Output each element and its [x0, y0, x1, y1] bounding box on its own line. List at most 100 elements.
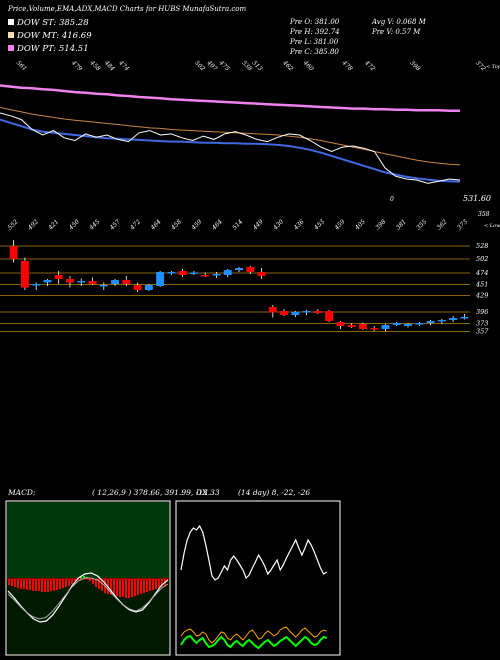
ema-line-price	[0, 112, 461, 184]
candle-body-13	[156, 272, 165, 286]
macd-hist-bar-13	[47, 579, 49, 592]
legend-dow-mt: DOW MT: 416.69	[8, 31, 92, 41]
candle-body-8	[99, 285, 108, 287]
macd-bg-upper	[7, 502, 169, 578]
candle-body-3	[43, 280, 52, 283]
macd-hist-bar-18	[62, 579, 64, 588]
prev-open: Pre O: 381.00	[290, 18, 340, 26]
ema-line-dow-pt	[0, 84, 460, 113]
macd-hist-bar-0	[8, 579, 10, 585]
candle-top-label-2: 421	[47, 218, 61, 232]
legend-dow-pt-label: DOW PT: 514.51	[17, 44, 89, 54]
candle-body-22	[257, 272, 266, 276]
candle-body-24	[280, 311, 289, 315]
swatch-dow-pt	[8, 45, 14, 51]
candle-top-label-6: 472	[128, 218, 142, 232]
dx-line	[180, 524, 328, 581]
macd-hist-bar-46	[146, 579, 148, 592]
candle-body-28	[325, 311, 334, 321]
level-label-7: 357	[476, 328, 489, 336]
tops-label: < Tops	[486, 64, 500, 70]
dx-params: (14 day) 8, -22, -26	[238, 488, 311, 497]
top-tick-label-11: 460	[301, 59, 315, 73]
macd-hist-bar-45	[143, 579, 145, 593]
macd-hist-bar-44	[140, 579, 142, 594]
macd-hist-bar-29	[95, 579, 97, 587]
avg-volume: Avg V: 0.068 M	[372, 18, 426, 26]
candle-body-20	[235, 268, 243, 270]
macd-hist-bar-50	[158, 579, 160, 588]
candle-body-36	[415, 323, 424, 325]
top-tick-label-9: 513	[251, 59, 264, 72]
candle-body-12	[144, 285, 153, 290]
candle-body-32	[370, 328, 379, 330]
candle-body-27	[313, 311, 322, 313]
legend-dow-st-label: DOW ST: 385.28	[17, 18, 89, 28]
candle-top-label-4: 445	[87, 218, 101, 232]
candle-body-40	[460, 317, 469, 319]
macd-hist-bar-9	[35, 579, 37, 591]
top-tick-label-14: 398	[408, 59, 421, 72]
swatch-dow-mt	[8, 32, 14, 38]
swatch-dow-st	[8, 19, 14, 25]
macd-hist-bar-5	[23, 579, 25, 589]
legend-dow-st: DOW ST: 385.28	[8, 18, 89, 28]
page-title: Price,Volume,EMA,ADX,MACD Charts for HUB…	[8, 5, 247, 13]
macd-hist-bar-16	[56, 579, 58, 590]
candle-top-label-21: 362	[436, 218, 449, 231]
candle-top-label-16: 459	[333, 218, 347, 232]
level-label-4: 429	[475, 292, 488, 300]
legend-dow-mt-label: DOW MT: 416.69	[17, 31, 92, 41]
macd-hist-bar-28	[92, 579, 94, 584]
candle-body-34	[392, 323, 401, 325]
candle-top-label-20: 355	[415, 218, 428, 231]
plus-di-line	[180, 634, 328, 650]
candle-body-30	[347, 325, 356, 327]
candle-top-label-7: 464	[149, 218, 163, 232]
top-tick-label-13: 472	[363, 59, 377, 73]
macd-hist-bar-35	[113, 579, 115, 595]
top-tick-label-10: 462	[281, 59, 295, 73]
level-label-5: 396	[476, 308, 488, 316]
candle-body-25	[291, 312, 300, 315]
macd-hist-bar-51	[161, 579, 163, 587]
candle-body-7	[88, 281, 97, 284]
candle-body-35	[404, 324, 412, 326]
candle-body-9	[111, 280, 119, 284]
level-label-1: 502	[476, 255, 488, 263]
level-label-2: 474	[475, 269, 488, 277]
minus-di-line	[180, 626, 327, 644]
candle-body-33	[381, 325, 390, 329]
prev-volume: Pre V: 0.57 M	[372, 28, 421, 36]
macd-hist-bar-38	[122, 579, 124, 597]
macd-hist-bar-31	[101, 579, 103, 591]
candle-top-label-5: 457	[108, 218, 122, 232]
ema-line-dow-mt	[0, 107, 461, 166]
candle-body-6	[77, 281, 86, 283]
top-tick-label-1: 479	[69, 59, 83, 73]
level-label-0: 528	[476, 242, 488, 250]
top-tick-label-3: 484	[102, 59, 116, 73]
candle-top-label-18: 398	[374, 218, 387, 231]
candle-body-10	[122, 280, 131, 284]
macd-hist-bar-36	[116, 579, 118, 596]
prev-close: Pre C: 385.80	[290, 48, 339, 56]
macd-hist-bar-14	[50, 579, 52, 591]
candle-body-23	[268, 307, 277, 313]
macd-hist-bar-10	[38, 579, 40, 591]
candle-top-label-10: 464	[210, 218, 224, 232]
candle-body-31	[359, 324, 367, 329]
macd-hist-bar-49	[155, 579, 157, 589]
candle-body-21	[246, 267, 255, 272]
last-value: 531.60	[463, 194, 491, 203]
top-tick-label-2: 458	[88, 59, 102, 73]
candle-body-38	[437, 320, 446, 322]
candle-body-5	[66, 279, 74, 283]
macd-hist-bar-3	[17, 579, 19, 588]
low-label-358: 358	[478, 211, 490, 218]
candle-top-label-12: 449	[251, 218, 265, 232]
top-tick-label-0: 561	[15, 59, 28, 72]
macd-hist-bar-41	[131, 579, 133, 597]
macd-hist-bar-34	[110, 579, 112, 595]
